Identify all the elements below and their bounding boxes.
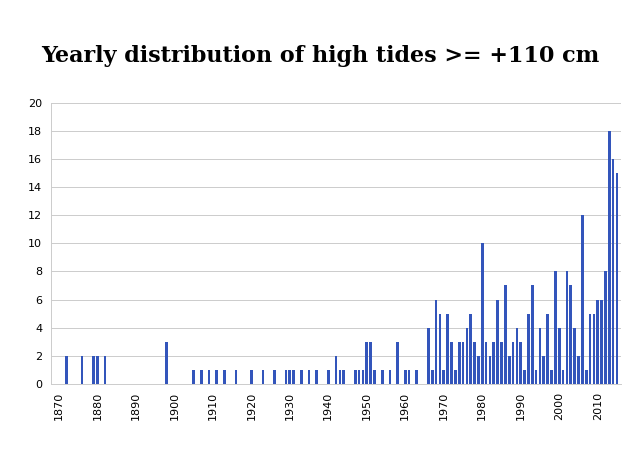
Bar	[235, 370, 237, 384]
Bar	[215, 370, 218, 384]
Bar	[381, 370, 383, 384]
Bar	[573, 328, 576, 384]
Bar	[481, 243, 484, 384]
Bar	[339, 370, 341, 384]
Bar	[524, 370, 526, 384]
Bar	[431, 370, 433, 384]
Bar	[570, 285, 572, 384]
Bar	[581, 215, 584, 384]
Bar	[404, 370, 406, 384]
Bar	[335, 356, 337, 384]
Bar	[446, 314, 449, 384]
Bar	[454, 370, 457, 384]
Bar	[604, 271, 607, 384]
Bar	[469, 314, 472, 384]
Bar	[577, 356, 580, 384]
Bar	[65, 356, 68, 384]
Bar	[527, 314, 530, 384]
Bar	[438, 314, 441, 384]
Bar	[81, 356, 83, 384]
Bar	[554, 271, 557, 384]
Bar	[550, 370, 553, 384]
Bar	[316, 370, 318, 384]
Bar	[373, 370, 376, 384]
Bar	[596, 300, 599, 384]
Bar	[531, 285, 534, 384]
Bar	[500, 342, 503, 384]
Bar	[465, 328, 468, 384]
Bar	[477, 356, 480, 384]
Bar	[369, 342, 372, 384]
Bar	[250, 370, 253, 384]
Bar	[300, 370, 303, 384]
Bar	[616, 173, 618, 384]
Bar	[415, 370, 418, 384]
Bar	[427, 328, 429, 384]
Bar	[512, 342, 515, 384]
Bar	[593, 314, 595, 384]
Bar	[104, 356, 106, 384]
Bar	[365, 342, 368, 384]
Bar	[289, 370, 291, 384]
Bar	[192, 370, 195, 384]
Bar	[585, 370, 588, 384]
Bar	[165, 342, 168, 384]
Bar	[488, 356, 492, 384]
Bar	[96, 356, 99, 384]
Bar	[200, 370, 203, 384]
Bar	[442, 370, 445, 384]
Bar	[473, 342, 476, 384]
Bar	[388, 370, 391, 384]
Bar	[543, 356, 545, 384]
Bar	[547, 314, 549, 384]
Bar	[358, 370, 360, 384]
Bar	[535, 370, 538, 384]
Bar	[520, 342, 522, 384]
Bar	[484, 342, 488, 384]
Bar	[223, 370, 226, 384]
Bar	[492, 342, 495, 384]
Bar	[396, 342, 399, 384]
Bar	[562, 370, 564, 384]
Bar	[92, 356, 95, 384]
Bar	[504, 285, 507, 384]
Bar	[327, 370, 330, 384]
Bar	[342, 370, 345, 384]
Bar	[273, 370, 276, 384]
Bar	[354, 370, 356, 384]
Text: Yearly distribution of high tides >= +110 cm: Yearly distribution of high tides >= +11…	[41, 45, 599, 67]
Bar	[558, 328, 561, 384]
Bar	[608, 131, 611, 384]
Bar	[516, 328, 518, 384]
Bar	[461, 342, 465, 384]
Bar	[496, 300, 499, 384]
Bar	[612, 159, 614, 384]
Bar	[450, 342, 453, 384]
Bar	[292, 370, 295, 384]
Bar	[539, 328, 541, 384]
Bar	[308, 370, 310, 384]
Bar	[285, 370, 287, 384]
Bar	[362, 370, 364, 384]
Bar	[408, 370, 410, 384]
Bar	[589, 314, 591, 384]
Bar	[207, 370, 211, 384]
Bar	[566, 271, 568, 384]
Bar	[600, 300, 603, 384]
Bar	[262, 370, 264, 384]
Bar	[508, 356, 511, 384]
Bar	[458, 342, 461, 384]
Bar	[435, 300, 437, 384]
